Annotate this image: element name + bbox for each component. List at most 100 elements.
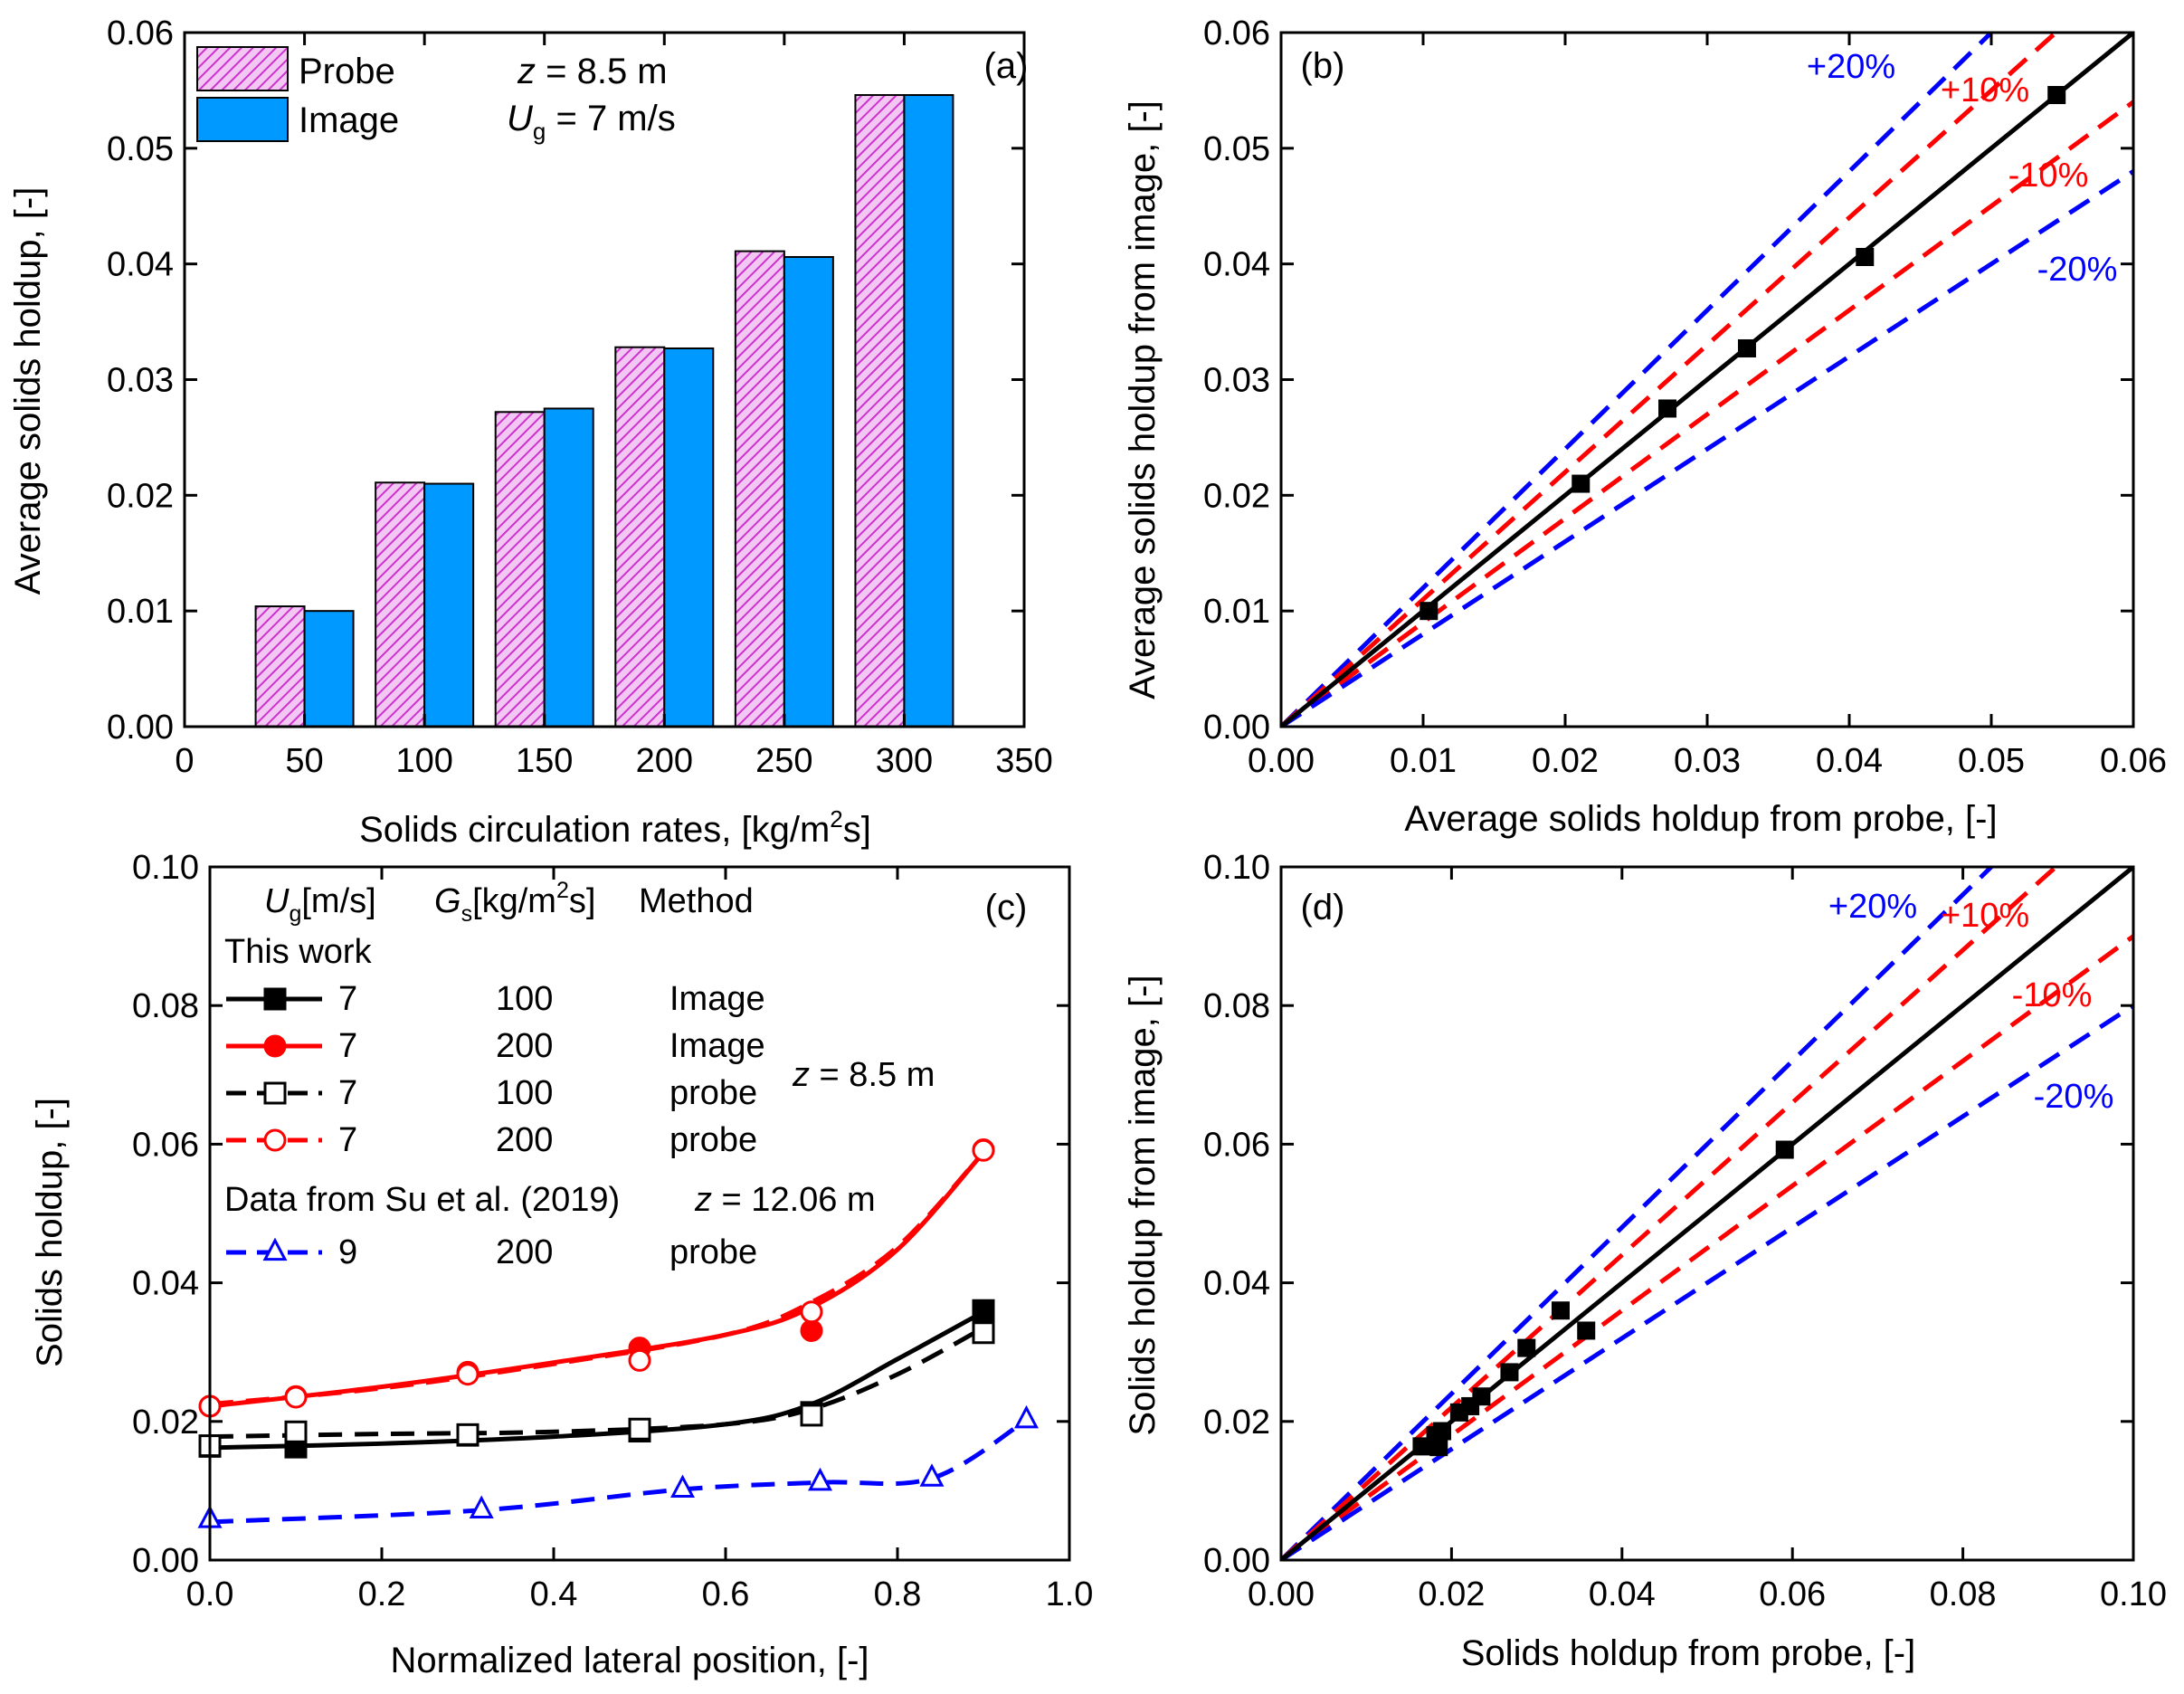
- panel-d-line-label-minus20: -20%: [2034, 1078, 2114, 1116]
- panel-c: 0.0 0.2 0.4 0.6 0.8 1.0 0.00 0.02 0.04 0.06 0.08 0.…: [30, 849, 1093, 1680]
- x-tick-label: 350: [995, 742, 1052, 780]
- y-tick-label: 0.06: [1203, 14, 1270, 52]
- panel-a-bars: [254, 94, 954, 728]
- legend-header-gs: Gs[kg/m2s]: [434, 878, 595, 927]
- x-tick-label: 0.6: [702, 1575, 750, 1613]
- y-tick-label: 0.03: [107, 362, 174, 400]
- y-tick-label: 0.00: [107, 709, 174, 747]
- series-line: [209, 1309, 985, 1451]
- marker-circle-open: [628, 1348, 651, 1372]
- plot-frame: [208, 865, 1071, 1562]
- plot-frame: [1279, 865, 2135, 1562]
- reference-lines: [1281, 867, 2133, 1560]
- panel-a-ylabel: Average solids holdup, [-]: [8, 187, 48, 595]
- marker-triangle-open: [262, 1237, 288, 1261]
- panel-a-legend: Probe Image: [196, 46, 399, 142]
- data-point: [1551, 1301, 1570, 1320]
- x-tick-label: 0.04: [1816, 742, 1883, 780]
- data-point: [1658, 399, 1677, 418]
- data-point: [1856, 247, 1875, 266]
- marker-circle-open: [800, 1300, 823, 1324]
- marker-circle-open: [284, 1385, 308, 1409]
- panel-d-xlabel: Solids holdup from probe, [-]: [1461, 1633, 1915, 1673]
- panel-b-xlabel: Average solids holdup from probe, [-]: [1404, 799, 1997, 839]
- x-tick-label: 0.2: [358, 1575, 406, 1613]
- panel-b-line-label-minus20: -20%: [2037, 251, 2118, 289]
- legend-header-ug: Ug[m/s]: [264, 882, 376, 927]
- panel-d-line-label-minus10: -10%: [2012, 976, 2093, 1014]
- bar-probe: [614, 346, 666, 728]
- panel-d-line-label-plus20: +20%: [1828, 888, 1917, 926]
- y-tick-label: 0.10: [1203, 849, 1270, 887]
- marker-square-open: [456, 1423, 480, 1446]
- panel-a-z-annotation: z = 8.5 m: [517, 52, 668, 91]
- x-tick-label: 0.06: [1759, 1575, 1826, 1613]
- marker-square-open: [800, 1404, 823, 1427]
- reference-line: [1281, 867, 1993, 1560]
- x-tick-label: 0.04: [1589, 1575, 1656, 1613]
- y-tick-label: 0.01: [107, 593, 174, 631]
- marker-triangle-open: [919, 1463, 945, 1487]
- legend-ug-value: 7: [338, 980, 357, 1018]
- bar-probe: [494, 411, 546, 728]
- marker-square-filled: [972, 1299, 995, 1322]
- x-tick-label: 0.00: [1248, 742, 1315, 780]
- legend-method-value: Image: [669, 980, 765, 1018]
- marker-square-open: [284, 1420, 308, 1443]
- panel-a-xlabel: Solids circulation rates, [kg/m2s]: [359, 805, 871, 850]
- y-tick-label: 0.02: [107, 477, 174, 515]
- data-point: [1572, 474, 1591, 493]
- x-tick-label: 0.05: [1958, 742, 2025, 780]
- marker-triangle-open: [469, 1495, 494, 1518]
- legend-gs-value: 200: [496, 1233, 553, 1271]
- x-tick-label: 0.8: [874, 1575, 922, 1613]
- y-tick-label: 0.02: [1203, 477, 1270, 515]
- legend-method-value: probe: [669, 1233, 757, 1271]
- panel-d-plot: [1281, 867, 2133, 1560]
- legend-ug-value: 7: [338, 1121, 357, 1159]
- legend-z-su: z = 12.06 m: [694, 1181, 876, 1219]
- x-tick-label: 0.02: [1532, 742, 1599, 780]
- marker-square-open: [972, 1321, 995, 1345]
- x-tick-label: 0.08: [1930, 1575, 1997, 1613]
- legend-probe-label: Probe: [299, 52, 395, 91]
- panel-b-line-label-plus10: +10%: [1941, 71, 2029, 109]
- x-tick-label: 250: [755, 742, 812, 780]
- y-tick-label: 0.00: [132, 1542, 199, 1580]
- data-point: [1433, 1422, 1452, 1441]
- reference-line: [1281, 100, 2133, 727]
- panel-a-ug-annotation: Ug = 7 m/s: [507, 99, 676, 145]
- panel-d: 0.00 0.02 0.04 0.06 0.08 0.10 0.00 0.02 0.04 0.06…: [1123, 849, 2167, 1673]
- xlabel-sup: 2: [830, 805, 842, 833]
- legend-z-this-work: z = 8.5 m: [792, 1056, 935, 1094]
- legend-gs-value: 100: [496, 1074, 553, 1112]
- panel-c-xlabel: Normalized lateral position, [-]: [390, 1641, 869, 1680]
- y-tick-label: 0.04: [1203, 1265, 1270, 1303]
- y-tick-label: 0.04: [1203, 246, 1270, 284]
- panel-d-ylabel: Solids holdup from image, [-]: [1123, 975, 1163, 1435]
- legend-group-su: Data from Su et al. (2019): [224, 1181, 620, 1219]
- panel-b-line-label-minus10: -10%: [2008, 157, 2089, 195]
- legend-gs-value: 100: [496, 980, 553, 1018]
- panel-b-plot: [1281, 33, 2133, 727]
- parity-line: [1281, 33, 2133, 727]
- y-tick-label: 0.08: [132, 987, 199, 1025]
- legend-gs-value: 200: [496, 1027, 553, 1065]
- legend-entries: 7 100 Image 7 200 Image 7 100 probe 7 200 probe 9 200…: [226, 980, 765, 1271]
- marker-square-open: [628, 1417, 651, 1441]
- x-tick-label: 0.06: [2100, 742, 2167, 780]
- data-point: [1412, 1437, 1431, 1456]
- parity-line: [1281, 867, 2133, 1560]
- panel-c-plot: [197, 1138, 1039, 1528]
- data-point: [1517, 1338, 1536, 1357]
- panel-a-label: (a): [984, 46, 1029, 86]
- reference-line: [1281, 169, 2133, 727]
- marker-triangle-open: [670, 1474, 695, 1498]
- legend-gs-value: 200: [496, 1121, 553, 1159]
- bar-image: [423, 482, 475, 728]
- x-tick-label: 0.03: [1674, 742, 1741, 780]
- legend-method-value: probe: [669, 1074, 757, 1112]
- panel-b-ylabel: Average solids holdup from image, [-]: [1123, 100, 1163, 699]
- bar-image: [663, 347, 715, 728]
